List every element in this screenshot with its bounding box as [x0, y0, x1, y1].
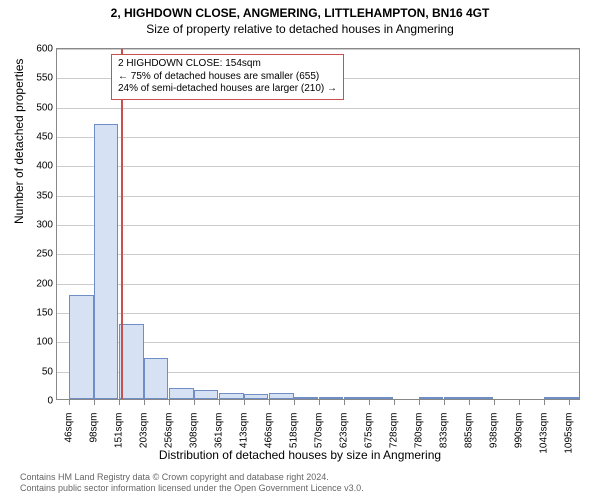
y-tick-label: 350 [36, 190, 53, 201]
y-axis-label: Number of detached properties [12, 59, 26, 224]
y-tick-label: 0 [47, 396, 53, 407]
histogram-bar [69, 295, 93, 399]
gridline [57, 49, 579, 50]
x-tick [494, 399, 495, 405]
histogram-bar [469, 397, 493, 399]
histogram-bar [569, 397, 579, 399]
footer-line-2: Contains public sector information licen… [20, 483, 590, 494]
x-tick-label: 361sqm [214, 413, 225, 449]
histogram-bar [219, 393, 243, 399]
histogram-bar [319, 397, 343, 399]
x-tick [144, 399, 145, 405]
annotation-line-smaller: ← 75% of detached houses are smaller (65… [118, 71, 337, 84]
y-tick-label: 150 [36, 308, 53, 319]
histogram-bar [419, 397, 443, 399]
x-tick [294, 399, 295, 405]
y-tick-label: 300 [36, 220, 53, 231]
gridline [57, 166, 579, 167]
x-tick-label: 256sqm [164, 413, 175, 449]
histogram-bar [119, 324, 143, 399]
histogram-bar [244, 394, 268, 399]
gridline [57, 108, 579, 109]
x-tick-label: 151sqm [114, 413, 125, 449]
x-tick [69, 399, 70, 405]
histogram-bar [344, 397, 368, 399]
x-tick [319, 399, 320, 405]
gridline [57, 254, 579, 255]
y-tick-label: 550 [36, 73, 53, 84]
x-tick [119, 399, 120, 405]
histogram-bar [169, 388, 193, 399]
x-tick [544, 399, 545, 405]
x-tick-label: 518sqm [289, 413, 300, 449]
x-tick-label: 466sqm [264, 413, 275, 449]
y-tick-label: 250 [36, 249, 53, 260]
x-tick-label: 675sqm [364, 413, 375, 449]
x-tick-label: 938sqm [489, 413, 500, 449]
y-tick-label: 100 [36, 337, 53, 348]
x-tick [269, 399, 270, 405]
gridline [57, 225, 579, 226]
x-tick [469, 399, 470, 405]
x-tick [169, 399, 170, 405]
x-tick-label: 308sqm [189, 413, 200, 449]
gridline [57, 137, 579, 138]
x-tick-label: 990sqm [514, 413, 525, 449]
x-tick [344, 399, 345, 405]
annotation-line-larger: 24% of semi-detached houses are larger (… [118, 83, 337, 96]
x-tick-label: 833sqm [439, 413, 450, 449]
x-tick [419, 399, 420, 405]
x-tick [569, 399, 570, 405]
histogram-bar [194, 390, 218, 399]
x-tick [444, 399, 445, 405]
histogram-bar [269, 393, 293, 399]
histogram-bar [144, 358, 168, 399]
histogram-bar [544, 397, 568, 399]
x-tick-label: 885sqm [464, 413, 475, 449]
x-tick-label: 623sqm [339, 413, 350, 449]
x-tick-label: 570sqm [314, 413, 325, 449]
x-tick [94, 399, 95, 405]
histogram-bar [294, 397, 318, 399]
x-tick [244, 399, 245, 405]
x-tick [219, 399, 220, 405]
x-axis-label: Distribution of detached houses by size … [0, 448, 600, 462]
copyright-footer: Contains HM Land Registry data © Crown c… [20, 472, 590, 494]
y-tick-label: 50 [42, 366, 53, 377]
histogram-bar [444, 397, 468, 399]
x-tick [519, 399, 520, 405]
x-tick-label: 728sqm [389, 413, 400, 449]
footer-line-1: Contains HM Land Registry data © Crown c… [20, 472, 590, 483]
x-tick-label: 780sqm [414, 413, 425, 449]
gridline [57, 196, 579, 197]
x-tick-label: 46sqm [64, 413, 75, 443]
property-annotation-box: 2 HIGHDOWN CLOSE: 154sqm ← 75% of detach… [111, 54, 344, 100]
reference-line [121, 49, 123, 399]
y-tick-label: 450 [36, 132, 53, 143]
y-tick-label: 200 [36, 278, 53, 289]
annotation-line-size: 2 HIGHDOWN CLOSE: 154sqm [118, 58, 337, 71]
x-tick-label: 413sqm [239, 413, 250, 449]
histogram-bar [369, 397, 393, 399]
x-tick [369, 399, 370, 405]
y-tick-label: 500 [36, 102, 53, 113]
y-tick-label: 400 [36, 161, 53, 172]
chart-title-subtitle: Size of property relative to detached ho… [0, 20, 600, 36]
x-tick-label: 98sqm [89, 413, 100, 443]
y-tick-label: 600 [36, 44, 53, 55]
x-tick-label: 203sqm [139, 413, 150, 449]
chart-title-address: 2, HIGHDOWN CLOSE, ANGMERING, LITTLEHAMP… [0, 0, 600, 20]
x-tick [394, 399, 395, 405]
histogram-bar [94, 124, 118, 399]
gridline [57, 284, 579, 285]
gridline [57, 313, 579, 314]
x-tick [194, 399, 195, 405]
histogram-plot-area: 05010015020025030035040045050055060046sq… [56, 48, 580, 400]
